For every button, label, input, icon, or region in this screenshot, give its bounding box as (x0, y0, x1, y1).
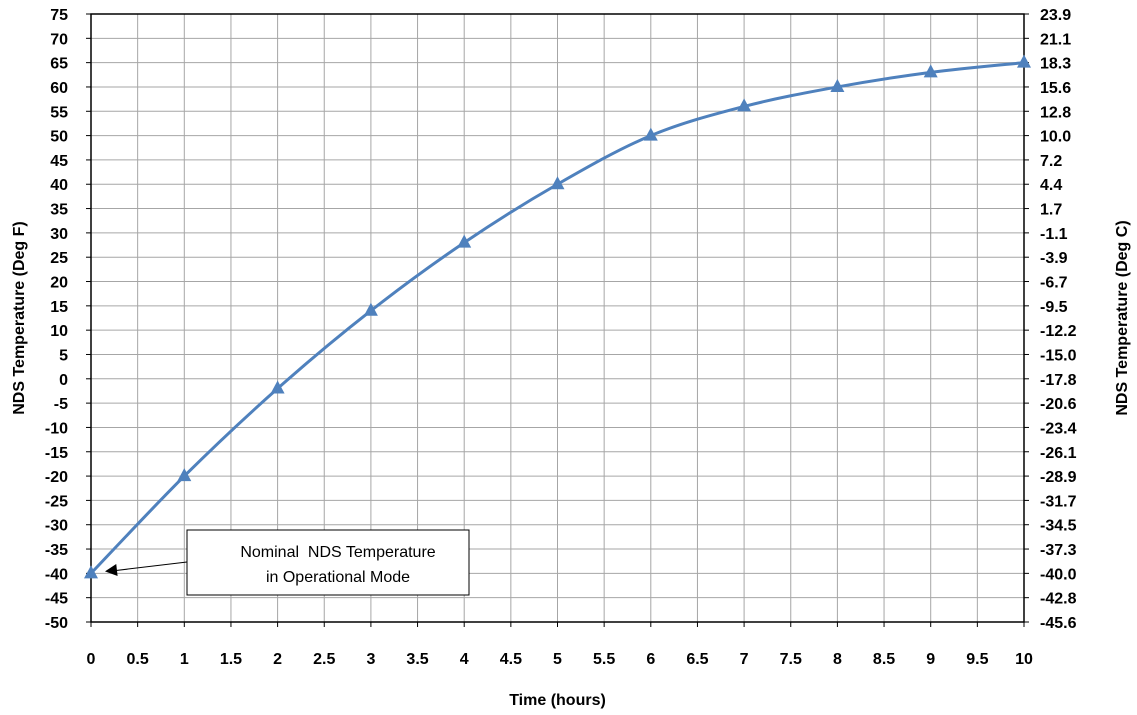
y-tick-label: 50 (50, 129, 68, 146)
annotation-arrowhead (105, 564, 118, 576)
y2-tick-label: 15.6 (1040, 80, 1071, 97)
y2-tick-label: 18.3 (1040, 56, 1071, 73)
y2-tick-label: -34.5 (1040, 518, 1077, 535)
data-point-marker (457, 234, 472, 248)
x-tick-label: 7.5 (780, 651, 802, 668)
data-point-marker (84, 565, 98, 579)
y-tick-label: 30 (50, 226, 68, 243)
x-tick-label: 3 (366, 651, 375, 668)
y-tick-label: 25 (50, 250, 68, 267)
y2-tick-label: -40.0 (1040, 566, 1077, 583)
y-tick-label: 55 (50, 104, 68, 121)
x-tick-label: 8 (833, 651, 842, 668)
y2-tick-label: -15.0 (1040, 347, 1077, 364)
y2-tick-label: 1.7 (1040, 202, 1062, 219)
y-tick-label: -25 (45, 493, 68, 510)
y-tick-label: -20 (45, 469, 68, 486)
y-tick-label: 65 (50, 56, 68, 73)
y2-tick-label: 10.0 (1040, 129, 1071, 146)
y2-tick-label: -1.1 (1040, 226, 1068, 243)
x-tick-label: 8.5 (873, 651, 895, 668)
y2-tick-label: -6.7 (1040, 275, 1068, 292)
y2-tick-label: -42.8 (1040, 591, 1077, 608)
x-tick-label: 6.5 (686, 651, 708, 668)
y-tick-label: 20 (50, 275, 68, 292)
y-tick-label: -45 (45, 591, 68, 608)
y-axis-title: NDS Temperature (Deg F) (11, 221, 28, 415)
y-axis-ticks: 757065605550454035302520151050-5-10-15-2… (45, 7, 91, 632)
y2-tick-label: 4.4 (1040, 177, 1062, 194)
x-tick-label: 0.5 (127, 651, 149, 668)
x-tick-label: 4.5 (500, 651, 522, 668)
y-tick-label: 10 (50, 323, 68, 340)
x-tick-label: 1 (180, 651, 189, 668)
x-tick-label: 10 (1015, 651, 1033, 668)
x-tick-label: 5.5 (593, 651, 615, 668)
y-tick-label: -50 (45, 615, 68, 632)
y-tick-label: 75 (50, 7, 68, 24)
data-point-marker (270, 380, 285, 394)
y-tick-label: -10 (45, 420, 68, 437)
y-tick-label: 0 (59, 372, 68, 389)
y2-axis-title: NDS Temperature (Deg C) (1114, 220, 1131, 415)
x-tick-label: 9 (926, 651, 935, 668)
x-tick-label: 5 (553, 651, 562, 668)
y2-tick-label: 21.1 (1040, 31, 1071, 48)
y2-tick-label: -31.7 (1040, 493, 1077, 510)
data-point-marker (830, 78, 845, 92)
x-tick-label: 4 (460, 651, 469, 668)
annotation-text: in Operational Mode (266, 569, 410, 586)
x-tick-label: 2 (273, 651, 282, 668)
x-axis-ticks: 0 0.5 1 1.5 2 2.5 3 3.5 4 4.5 5 5.5 6 6.5 7 7.5 8 8.5 9 9.5… (87, 622, 1033, 668)
data-point-marker (550, 176, 565, 190)
y2-axis-ticks: 23.9 21.1 18.3 15.6 12.8 10.0 7.2 4.4 1.7 -1.1 -3.… (1024, 7, 1077, 632)
data-point-marker (363, 302, 378, 316)
y2-tick-label: -3.9 (1040, 250, 1068, 267)
data-point-marker (1017, 54, 1031, 68)
y-tick-label: 15 (50, 299, 68, 316)
series-group (84, 54, 1031, 579)
y2-tick-label: -12.2 (1040, 323, 1077, 340)
y-tick-label: -15 (45, 445, 68, 462)
x-tick-label: 2.5 (313, 651, 335, 668)
y-tick-label: -35 (45, 542, 68, 559)
y-tick-label: 70 (50, 31, 68, 48)
y2-tick-label: -26.1 (1040, 445, 1077, 462)
y2-tick-label: -37.3 (1040, 542, 1077, 559)
annotation-text: Nominal NDS Temperature (240, 544, 435, 561)
y2-tick-label: 23.9 (1040, 7, 1071, 24)
y-tick-label: 60 (50, 80, 68, 97)
y-tick-label: 35 (50, 202, 68, 219)
data-point-marker (737, 98, 752, 112)
x-tick-label: 6 (646, 651, 655, 668)
data-point-marker (177, 468, 192, 482)
y2-tick-label: -17.8 (1040, 372, 1077, 389)
y2-tick-label: 7.2 (1040, 153, 1062, 170)
series-line (89, 61, 1025, 575)
y-tick-label: 40 (50, 177, 68, 194)
y-tick-label: -30 (45, 518, 68, 535)
annotation-box (186, 529, 470, 596)
y2-tick-label: 12.8 (1040, 104, 1071, 121)
x-tick-label: 0 (87, 651, 96, 668)
data-point-marker (643, 127, 658, 141)
y-tick-label: 5 (59, 347, 68, 364)
annotation-group: Nominal NDS Temperature in Operational Mo… (105, 529, 470, 596)
x-tick-label: 3.5 (406, 651, 428, 668)
x-tick-label: 9.5 (966, 651, 988, 668)
x-tick-label: 1.5 (220, 651, 242, 668)
x-axis-title: Time (hours) (509, 692, 606, 709)
y2-tick-label: -45.6 (1040, 615, 1077, 632)
x-tick-label: 7 (740, 651, 749, 668)
y2-tick-label: -28.9 (1040, 469, 1077, 486)
y-tick-label: 45 (50, 153, 68, 170)
annotation-arrow-line (112, 561, 188, 572)
y2-tick-label: -23.4 (1040, 420, 1077, 437)
y2-tick-label: -9.5 (1040, 299, 1068, 316)
data-point-marker (923, 64, 938, 78)
y2-tick-label: -20.6 (1040, 396, 1077, 413)
y-tick-label: -40 (45, 566, 68, 583)
y-tick-label: -5 (54, 396, 68, 413)
